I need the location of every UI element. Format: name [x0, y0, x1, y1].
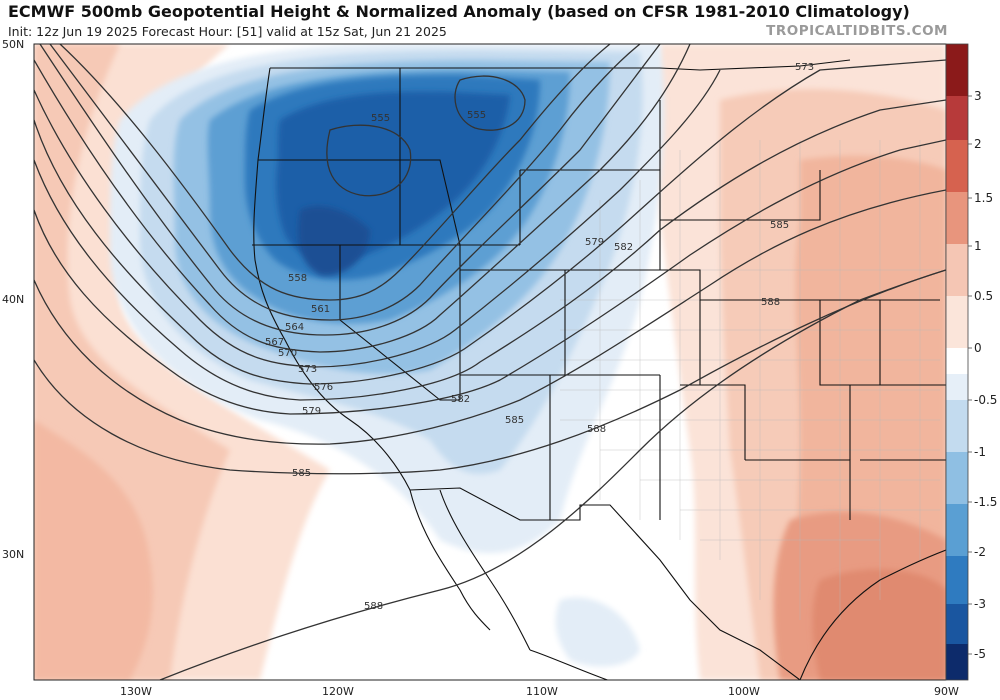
contour-label: 588 — [761, 297, 780, 308]
contour-555-east — [454, 75, 526, 131]
latitude-labels: 50N 40N 30N — [2, 38, 24, 561]
contour-564 — [39, 44, 661, 336]
colorbar-label: 1 — [974, 239, 982, 253]
lon-label: 100W — [728, 685, 760, 698]
contour-label: 567 — [265, 337, 284, 348]
colorbar-swatch — [946, 604, 968, 644]
colorbar-label: -2 — [974, 545, 986, 559]
contour-582 — [34, 189, 946, 445]
chart-title: ECMWF 500mb Geopotential Height & Normal… — [8, 2, 910, 21]
colorbar-swatch — [946, 244, 968, 296]
colorbar-swatch — [946, 296, 968, 348]
contour-label: 561 — [311, 304, 330, 315]
contour-label: 585 — [505, 415, 524, 426]
colorbar-label: 0.5 — [974, 289, 993, 303]
lon-label: 110W — [526, 685, 558, 698]
colorbar-swatch — [946, 140, 968, 192]
forecast-info: Init: 12z Jun 19 2025 Forecast Hour: [51… — [8, 24, 447, 39]
colorbar: 3 2 1.5 1 0.5 0 -0.5 -1 -1.5 -2 -3 -5 — [945, 43, 997, 681]
contour-573 — [34, 59, 946, 385]
contour-561 — [49, 44, 641, 321]
brand-logo-text: TROPICALTIDBITS.COM — [766, 23, 948, 39]
colorbar-swatch — [946, 556, 968, 604]
contour-label: 585 — [292, 468, 311, 479]
colorbar-swatch — [946, 374, 968, 400]
contour-579 — [34, 139, 946, 415]
height-contours — [34, 44, 946, 680]
colorbar-swatch — [946, 400, 968, 452]
contour-label: 582 — [451, 394, 470, 405]
colorbar-label: 3 — [974, 89, 982, 103]
colorbar-swatch — [946, 452, 968, 504]
contour-label: 570 — [278, 348, 297, 359]
contour-label: 576 — [314, 382, 333, 393]
contour-585 — [34, 269, 946, 475]
colorbar-swatch — [946, 96, 968, 140]
colorbar-label: -5 — [974, 647, 986, 661]
contour-label: 555 — [371, 113, 390, 124]
colorbar-label: -1 — [974, 445, 986, 459]
geography — [252, 59, 946, 680]
contour-label: 588 — [587, 424, 606, 435]
colorbar-swatch — [946, 44, 968, 96]
contour-555-west — [326, 124, 412, 197]
contour-label: 564 — [285, 322, 304, 333]
lat-label: 40N — [2, 293, 24, 306]
lat-label: 30N — [2, 548, 24, 561]
contour-558 — [59, 44, 611, 301]
lat-label: 50N — [2, 38, 24, 51]
colorbar-label: -3 — [974, 597, 986, 611]
colorbar-label: -0.5 — [974, 393, 997, 407]
colorbar-label: 1.5 — [974, 191, 993, 205]
colorbar-label: -1.5 — [974, 495, 997, 509]
contour-label: 555 — [467, 110, 486, 121]
contour-570 — [34, 69, 721, 368]
contour-label: 585 — [770, 220, 789, 231]
colorbar-label: 0 — [974, 341, 982, 355]
contour-label: 588 — [364, 601, 383, 612]
contour-label: 582 — [614, 242, 633, 253]
contour-588 — [159, 269, 946, 680]
contour-label: 573 — [795, 62, 814, 73]
contour-label: 579 — [585, 237, 604, 248]
contour-label: 573 — [298, 364, 317, 375]
contour-labels: 555 555 558 561 564 567 570 573 576 579 … — [265, 62, 814, 612]
colorbar-swatch — [946, 192, 968, 244]
lon-label: 130W — [120, 685, 152, 698]
colorbar-swatch — [946, 348, 968, 374]
lon-label: 120W — [322, 685, 354, 698]
contour-label: 579 — [302, 406, 321, 417]
colorbar-label: 2 — [974, 137, 982, 151]
lon-label: 90W — [934, 685, 959, 698]
contour-label: 558 — [288, 273, 307, 284]
longitude-labels: 130W 120W 110W 100W 90W — [120, 685, 959, 698]
colorbar-swatch — [946, 504, 968, 556]
contour-567 — [34, 44, 691, 353]
colorbar-swatch — [946, 644, 968, 680]
contour-576 — [34, 99, 946, 401]
